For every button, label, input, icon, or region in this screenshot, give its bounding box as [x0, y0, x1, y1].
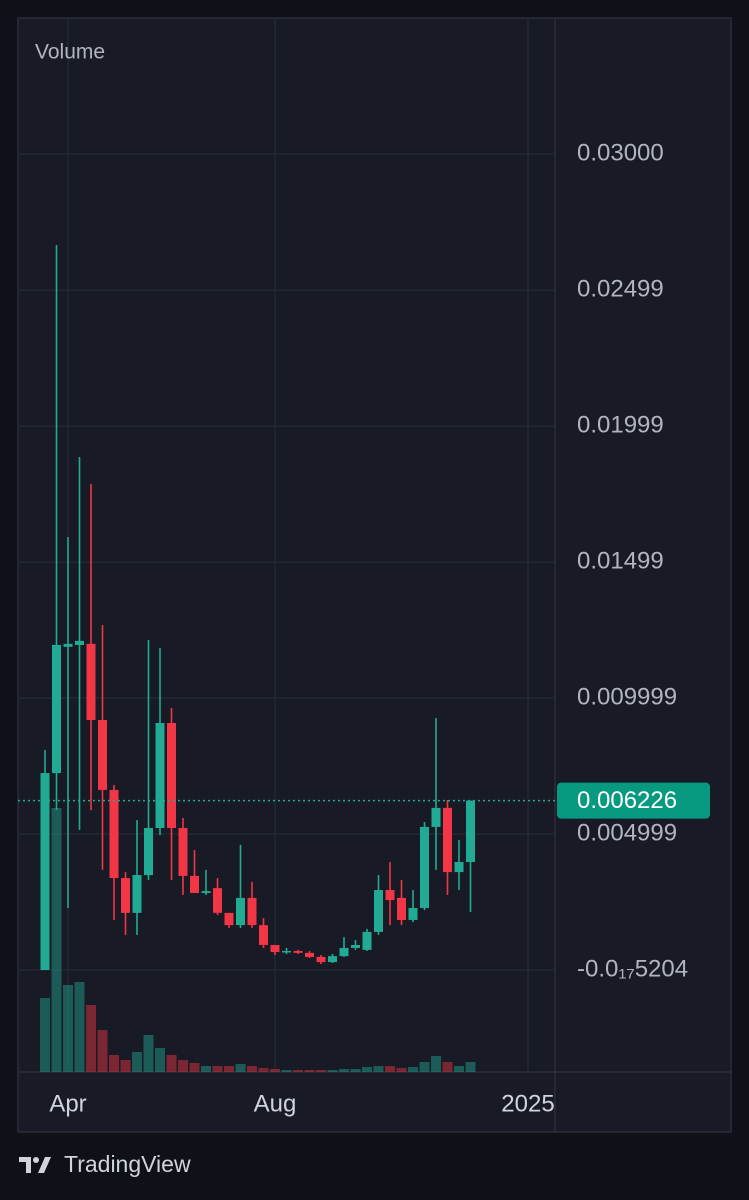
- volume-bar: [258, 1068, 269, 1072]
- volume-bar: [293, 1070, 303, 1072]
- volume-bar: [385, 1066, 395, 1072]
- volume-bar: [120, 1060, 131, 1072]
- y-tick-label: 0.009999: [577, 683, 677, 710]
- volume-bar: [51, 808, 62, 1072]
- candle-body: [305, 952, 314, 957]
- candle-body: [132, 875, 142, 913]
- volume-bar: [454, 1066, 464, 1072]
- candle-body: [443, 807, 452, 873]
- candle-body: [63, 643, 73, 647]
- last-price-tag: [557, 782, 710, 819]
- volume-bar: [247, 1066, 257, 1072]
- y-tick-label: 0.004999: [577, 819, 677, 846]
- brand-logo: TradingView: [19, 1151, 191, 1177]
- volume-bar: [166, 1055, 177, 1072]
- candle-body: [52, 644, 61, 774]
- y-tick-label: 0.01999: [577, 412, 664, 439]
- volume-bar: [97, 1030, 108, 1072]
- candle-body: [374, 890, 383, 932]
- candle-body: [144, 828, 153, 876]
- volume-bar: [270, 1069, 280, 1072]
- volume-bar: [373, 1066, 384, 1072]
- volume-bar: [431, 1056, 441, 1072]
- volume-bar: [281, 1070, 292, 1072]
- candle-body: [316, 956, 326, 963]
- candle-body: [339, 947, 349, 957]
- candle-body: [40, 773, 50, 970]
- volume-bar: [350, 1069, 361, 1072]
- volume-bar: [155, 1048, 165, 1072]
- candle-body: [397, 897, 406, 920]
- candle-body: [259, 925, 268, 945]
- candle-body: [190, 875, 199, 894]
- volume-bar: [86, 1005, 96, 1072]
- candle-body: [201, 891, 211, 894]
- volume-bar: [178, 1060, 188, 1072]
- candle-body: [213, 888, 222, 913]
- volume-bar: [362, 1067, 372, 1072]
- volume-bar: [189, 1063, 200, 1072]
- candle-body: [282, 950, 291, 953]
- candle-body: [454, 862, 464, 873]
- volume-bar: [224, 1066, 234, 1072]
- candle-body: [270, 944, 280, 953]
- pane-title: Volume: [35, 41, 105, 64]
- candle-body: [362, 931, 372, 950]
- y-tick-label: 0.02499: [577, 276, 664, 303]
- volume-bar: [396, 1068, 407, 1072]
- chart-panel: [17, 17, 732, 1133]
- candle-body: [385, 890, 395, 901]
- y-tick-label: -0.0₁₇5204: [577, 955, 688, 982]
- volume-bar: [201, 1066, 211, 1072]
- volume-bar: [442, 1062, 453, 1072]
- candle-body: [98, 720, 107, 790]
- y-tick-label: 0.03000: [577, 139, 664, 166]
- candle-body: [224, 912, 234, 926]
- candle-body: [178, 828, 188, 876]
- candle-body: [408, 907, 418, 920]
- volume-bar: [304, 1070, 315, 1072]
- x-tick-label: 2025: [501, 1090, 554, 1117]
- brand-name: TradingView: [64, 1151, 191, 1177]
- time-axis: Apr Aug 2025: [49, 1090, 554, 1117]
- candle-body: [247, 897, 257, 926]
- x-tick-label: Apr: [49, 1090, 86, 1117]
- candle-body: [167, 723, 176, 829]
- candle-body: [420, 826, 429, 908]
- price-axis: 0.03000 0.02499 0.01999 0.01499 0.009999 0.00…: [557, 139, 710, 982]
- candle-body: [431, 807, 441, 827]
- volume-bar: [419, 1062, 430, 1072]
- candle-body: [293, 950, 303, 953]
- volume-bar: [327, 1070, 338, 1072]
- volume-bar: [74, 982, 85, 1072]
- volume-bar: [212, 1066, 223, 1072]
- candle-body: [328, 956, 337, 963]
- candle-body: [109, 789, 119, 879]
- candle-body: [75, 640, 84, 645]
- volume-bar: [132, 1052, 142, 1072]
- candle-body: [86, 643, 96, 721]
- volume-bar: [143, 1035, 154, 1072]
- candle-body: [351, 944, 360, 948]
- last-price-label: 0.006226: [577, 787, 677, 814]
- volume-bar: [63, 985, 73, 1072]
- candle-body: [155, 723, 165, 829]
- candle-body: [466, 800, 475, 863]
- volume-bar: [40, 998, 50, 1072]
- candle-body: [121, 878, 130, 913]
- volume-bar: [109, 1055, 119, 1072]
- x-tick-label: Aug: [254, 1090, 297, 1117]
- volume-bar: [408, 1067, 418, 1072]
- y-tick-label: 0.01499: [577, 548, 664, 575]
- candle-body: [236, 897, 245, 926]
- volume-bar: [316, 1070, 326, 1072]
- volume-bar: [465, 1062, 476, 1072]
- volume-bar: [235, 1064, 246, 1072]
- volume-bar: [339, 1069, 349, 1072]
- volume-pane: [40, 808, 476, 1072]
- candle-pane: [18, 245, 555, 970]
